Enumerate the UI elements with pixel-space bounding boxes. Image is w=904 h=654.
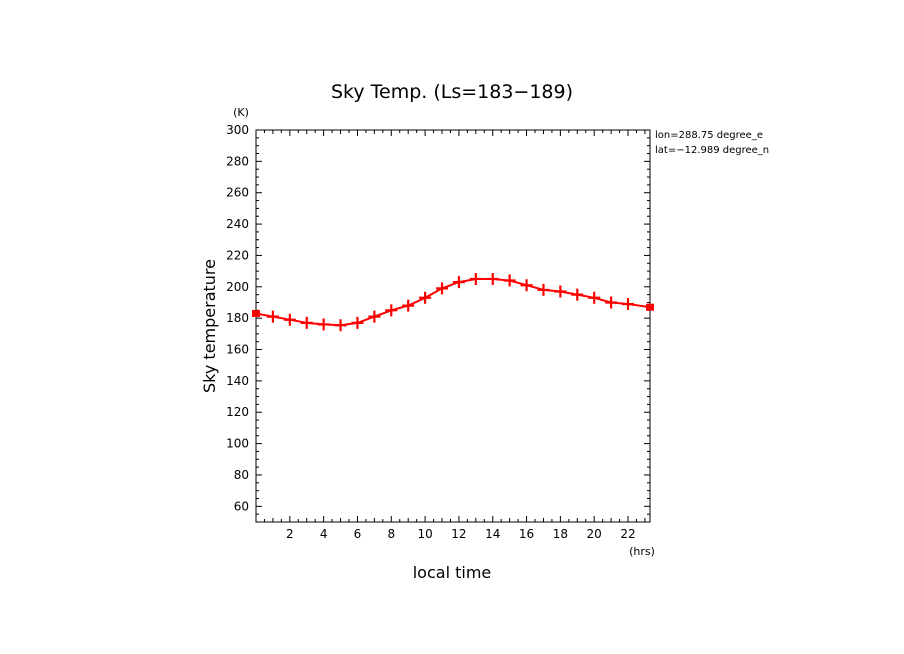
data-point <box>537 283 550 296</box>
x-tick-label: 4 <box>320 527 328 541</box>
y-tick-label: 80 <box>234 468 249 482</box>
chart-title: Sky Temp. (Ls=183−189) <box>331 81 573 103</box>
data-point <box>385 304 398 317</box>
x-tick-label: 18 <box>553 527 568 541</box>
x-tick-label: 14 <box>485 527 500 541</box>
data-point <box>436 282 449 295</box>
series-line <box>255 278 651 327</box>
x-tick-label: 12 <box>451 527 466 541</box>
data-point <box>622 298 635 311</box>
y-axis-title: Sky temperature <box>200 259 219 393</box>
x-tick-label: 2 <box>286 527 294 541</box>
data-point <box>266 310 279 323</box>
y-tick-label: 200 <box>226 280 249 294</box>
data-point <box>419 291 432 304</box>
x-tick-label: 10 <box>417 527 432 541</box>
y-tick-label: 160 <box>226 343 249 357</box>
y-tick-label: 60 <box>234 499 249 513</box>
data-point <box>486 272 499 285</box>
y-tick-label: 140 <box>226 374 249 388</box>
y-tick-label: 260 <box>226 186 249 200</box>
data-point <box>503 274 516 287</box>
x-tick-label: 8 <box>387 527 395 541</box>
data-point <box>646 303 654 311</box>
data-point <box>402 299 415 312</box>
y-tick-label: 220 <box>226 248 249 262</box>
data-point <box>351 316 364 329</box>
data-point <box>520 279 533 292</box>
y-tick-label: 100 <box>226 437 249 451</box>
data-point <box>252 309 260 317</box>
data-point <box>334 319 347 332</box>
data-point <box>469 272 482 285</box>
y-tick-label: 120 <box>226 405 249 419</box>
y-unit-label: (K) <box>233 106 249 119</box>
lat-annotation: lat=−12.989 degree_n <box>655 145 769 156</box>
y-tick-label: 180 <box>226 311 249 325</box>
data-point <box>571 288 584 301</box>
data-point <box>554 285 567 298</box>
data-point <box>605 296 618 309</box>
x-tick-label: 20 <box>587 527 602 541</box>
data-point <box>317 318 330 331</box>
data-marks <box>252 272 654 332</box>
plot-frame <box>255 129 651 523</box>
x-tick-label: 6 <box>354 527 362 541</box>
data-point <box>283 313 296 326</box>
x-tick-label: 16 <box>519 527 534 541</box>
x-unit-label: (hrs) <box>629 545 655 558</box>
data-point <box>300 316 313 329</box>
lon-annotation: lon=288.75 degree_e <box>655 130 763 141</box>
x-axis-title: local time <box>413 563 492 582</box>
data-point <box>368 310 381 323</box>
y-tick-label: 280 <box>226 154 249 168</box>
data-point <box>588 291 601 304</box>
x-tick-label: 22 <box>620 527 635 541</box>
data-point <box>452 276 465 289</box>
y-tick-label: 240 <box>226 217 249 231</box>
axes: 60 80 100 120 140 160 180 200 220 240 260 280 300 2 4 6… <box>226 123 650 541</box>
y-tick-label: 300 <box>226 123 249 137</box>
